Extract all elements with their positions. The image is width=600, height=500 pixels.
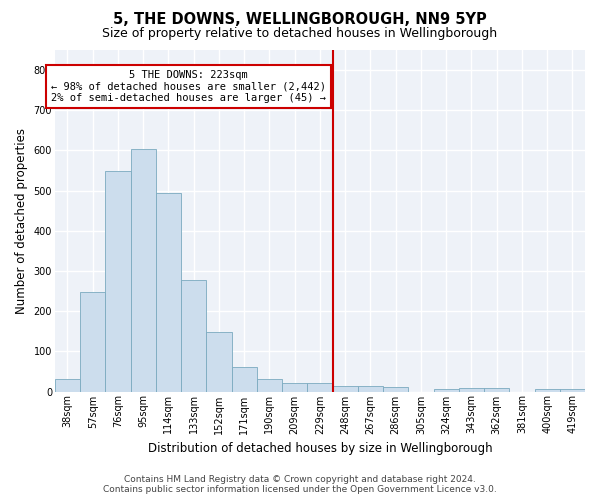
Bar	[106, 172, 131, 392]
Bar	[55, 378, 80, 392]
Bar	[560, 388, 585, 392]
Text: Contains HM Land Registry data © Crown copyright and database right 2024.
Contai: Contains HM Land Registry data © Crown c…	[103, 474, 497, 494]
Bar	[358, 386, 383, 392]
X-axis label: Distribution of detached houses by size in Wellingborough: Distribution of detached houses by size …	[148, 442, 492, 455]
Bar	[80, 292, 106, 392]
Bar	[282, 384, 307, 392]
Bar	[131, 149, 156, 392]
Text: 5, THE DOWNS, WELLINGBOROUGH, NN9 5YP: 5, THE DOWNS, WELLINGBOROUGH, NN9 5YP	[113, 12, 487, 28]
Bar	[434, 388, 459, 392]
Bar	[156, 192, 181, 392]
Bar	[535, 388, 560, 392]
Bar	[181, 280, 206, 392]
Text: 5 THE DOWNS: 223sqm
← 98% of detached houses are smaller (2,442)
2% of semi-deta: 5 THE DOWNS: 223sqm ← 98% of detached ho…	[51, 70, 326, 103]
Bar	[484, 388, 509, 392]
Bar	[206, 332, 232, 392]
Text: Size of property relative to detached houses in Wellingborough: Size of property relative to detached ho…	[103, 28, 497, 40]
Bar	[459, 388, 484, 392]
Bar	[332, 386, 358, 392]
Bar	[383, 388, 408, 392]
Bar	[257, 378, 282, 392]
Y-axis label: Number of detached properties: Number of detached properties	[15, 128, 28, 314]
Bar	[307, 384, 332, 392]
Bar	[232, 366, 257, 392]
